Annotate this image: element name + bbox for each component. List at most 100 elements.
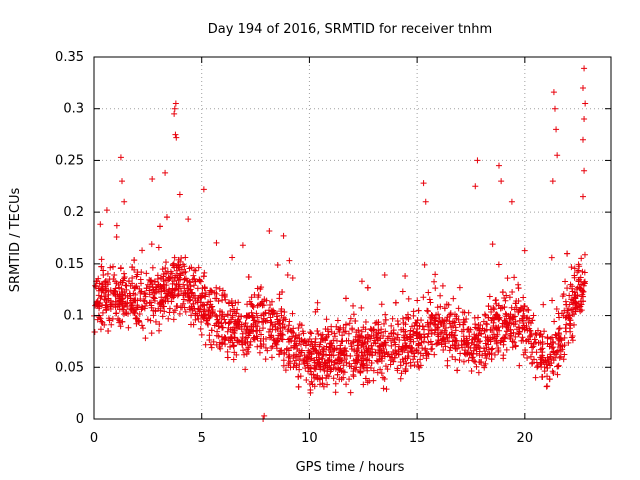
data-point bbox=[399, 356, 406, 363]
data-point bbox=[296, 361, 303, 368]
data-point bbox=[482, 333, 489, 340]
data-point bbox=[432, 285, 439, 292]
data-point bbox=[323, 333, 330, 340]
data-point bbox=[135, 319, 142, 326]
data-point bbox=[539, 338, 546, 345]
data-point bbox=[354, 350, 361, 357]
data-point bbox=[323, 334, 330, 341]
data-point bbox=[410, 331, 417, 338]
data-point bbox=[200, 312, 207, 319]
data-point bbox=[194, 299, 201, 306]
data-point bbox=[210, 338, 217, 345]
data-point bbox=[159, 303, 166, 310]
data-point bbox=[456, 321, 463, 328]
data-point bbox=[327, 368, 334, 375]
data-point bbox=[571, 272, 578, 279]
data-point bbox=[182, 268, 189, 275]
data-point bbox=[244, 326, 251, 333]
data-point bbox=[539, 345, 546, 352]
data-point bbox=[192, 310, 199, 317]
data-point bbox=[357, 333, 364, 340]
data-point bbox=[147, 317, 154, 324]
data-point bbox=[362, 375, 369, 382]
data-point bbox=[342, 356, 349, 363]
data-point bbox=[98, 256, 105, 263]
data-point bbox=[376, 356, 383, 363]
data-point bbox=[340, 368, 347, 375]
data-point bbox=[375, 319, 382, 326]
data-point bbox=[524, 314, 531, 321]
data-point bbox=[438, 341, 445, 348]
data-point bbox=[159, 266, 166, 273]
data-point bbox=[564, 285, 571, 292]
data-point bbox=[121, 198, 128, 205]
data-point bbox=[347, 389, 354, 396]
data-point bbox=[172, 307, 179, 314]
data-point bbox=[462, 351, 469, 358]
data-point bbox=[171, 110, 178, 117]
data-point bbox=[554, 363, 561, 370]
data-point bbox=[501, 295, 508, 302]
data-point bbox=[556, 314, 563, 321]
data-point bbox=[410, 356, 417, 363]
data-point bbox=[146, 276, 153, 283]
data-point bbox=[447, 344, 454, 351]
data-point bbox=[257, 343, 264, 350]
data-point bbox=[383, 386, 390, 393]
data-point bbox=[160, 283, 167, 290]
data-point bbox=[520, 320, 527, 327]
data-point bbox=[509, 288, 516, 295]
data-point bbox=[104, 303, 111, 310]
data-point bbox=[166, 275, 173, 282]
data-point bbox=[481, 348, 488, 355]
data-point bbox=[549, 334, 556, 341]
data-point bbox=[480, 345, 487, 352]
data-point bbox=[181, 285, 188, 292]
data-point bbox=[338, 358, 345, 365]
data-point bbox=[509, 344, 516, 351]
data-point bbox=[312, 335, 319, 342]
data-point bbox=[414, 335, 421, 342]
data-point bbox=[360, 363, 367, 370]
data-point bbox=[529, 317, 536, 324]
data-point bbox=[203, 301, 210, 308]
data-point bbox=[277, 328, 284, 335]
data-point bbox=[330, 375, 337, 382]
data-point bbox=[143, 270, 150, 277]
data-point bbox=[243, 334, 250, 341]
data-point bbox=[295, 383, 302, 390]
data-point bbox=[189, 289, 196, 296]
data-point bbox=[485, 303, 492, 310]
data-point bbox=[129, 274, 136, 281]
data-point bbox=[509, 314, 516, 321]
data-point bbox=[507, 326, 514, 333]
data-point bbox=[268, 298, 275, 305]
data-point bbox=[131, 310, 138, 317]
data-point bbox=[119, 305, 126, 312]
data-point bbox=[544, 335, 551, 342]
data-point bbox=[253, 333, 260, 340]
data-point bbox=[315, 350, 322, 357]
data-point bbox=[363, 334, 370, 341]
data-point bbox=[109, 315, 116, 322]
data-point bbox=[307, 364, 314, 371]
data-point bbox=[259, 298, 266, 305]
data-point bbox=[98, 318, 105, 325]
data-point bbox=[530, 343, 537, 350]
data-point bbox=[171, 293, 178, 300]
data-point bbox=[242, 366, 249, 373]
data-point bbox=[172, 100, 179, 107]
data-point bbox=[222, 319, 229, 326]
data-point bbox=[335, 366, 342, 373]
data-point bbox=[510, 313, 517, 320]
data-point bbox=[476, 358, 483, 365]
data-point bbox=[532, 374, 539, 381]
data-point bbox=[334, 317, 341, 324]
data-point bbox=[362, 319, 369, 326]
data-point bbox=[311, 357, 318, 364]
data-point bbox=[491, 335, 498, 342]
data-point bbox=[292, 332, 299, 339]
data-point bbox=[334, 371, 341, 378]
data-point bbox=[400, 319, 407, 326]
data-point bbox=[392, 341, 399, 348]
